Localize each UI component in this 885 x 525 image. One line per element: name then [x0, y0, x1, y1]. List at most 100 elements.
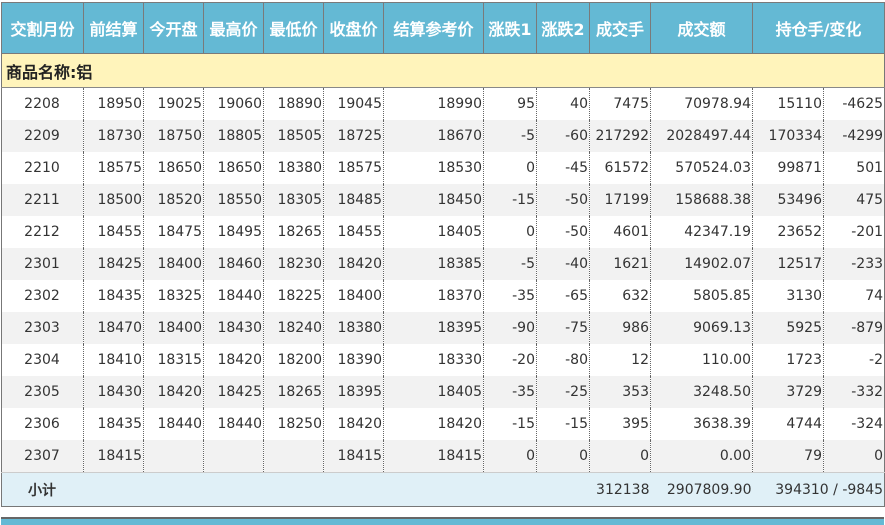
table-cell: 2209: [1, 120, 84, 152]
col-prev-settle: 前结算: [83, 2, 144, 54]
table-cell: 18400: [143, 248, 204, 280]
table-cell: 5925: [752, 312, 824, 344]
table-cell: 2307: [1, 440, 84, 473]
subtotal-label: 小计: [1, 472, 590, 507]
table-cell: 18430: [203, 312, 264, 344]
table-cell: 2211: [1, 184, 84, 216]
table-cell: 74: [822, 280, 885, 312]
table-cell: 18450: [383, 184, 484, 216]
table-cell: 3638.39: [650, 408, 753, 440]
table-cell: -25: [536, 376, 590, 408]
table-cell: 18400: [323, 280, 384, 312]
table-cell: 2028497.44: [650, 120, 753, 152]
table-cell: -65: [536, 280, 590, 312]
table-cell: 12517: [752, 248, 824, 280]
table-cell: 18575: [323, 152, 384, 184]
table-cell: 18250: [263, 408, 324, 440]
table-cell: 2210: [24, 160, 60, 176]
table-cell: 5805.85: [650, 280, 753, 312]
table-cell: 353: [589, 376, 651, 408]
table-cell: 18380: [323, 312, 384, 344]
table-cell: [203, 440, 264, 473]
table-row: 2210 18575 18650 18650 18380 18575 18530 0 -45 61…: [2, 152, 885, 184]
table-cell: 18410: [83, 344, 144, 376]
table-cell: 0: [536, 440, 590, 473]
group-label: 商品名称:铝: [1, 53, 885, 88]
table-cell: 18575: [83, 152, 144, 184]
table-cell: 0: [589, 440, 651, 473]
table-footer-bar: [1, 517, 884, 525]
table-cell: 18370: [383, 280, 484, 312]
table-cell: 18305: [263, 184, 324, 216]
col-settle-ref: 结算参考价: [383, 2, 484, 54]
table-cell: 18330: [383, 344, 484, 376]
table-cell: 18420: [203, 344, 264, 376]
table-cell: 18265: [263, 376, 324, 408]
col-high: 最高价: [203, 2, 264, 54]
table-cell: 18550: [203, 184, 264, 216]
table-cell: -80: [536, 344, 590, 376]
table-row: 2306 18435 18440 18440 18250 18420 18420 -15 -15…: [2, 408, 885, 440]
table-cell: 18460: [203, 248, 264, 280]
table-cell: [263, 440, 324, 473]
table-row: 2211 18500 18520 18550 18305 18485 18450 -15 -50…: [1, 184, 885, 216]
table-row: 2209 18730 18750 18805 18505 18725 18670 -5 -60 2…: [1, 120, 885, 152]
table-cell: -233: [822, 248, 885, 280]
table-cell: 18240: [263, 312, 324, 344]
table-row: 2303 18470 18400 18430 18240 18380 18395 -90 -75…: [1, 312, 885, 344]
table-cell: -201: [822, 216, 885, 248]
table-cell: 18415: [323, 440, 384, 473]
table-cell: 70978.94: [650, 87, 753, 120]
table-cell: -75: [536, 312, 590, 344]
table-cell: 3729: [752, 376, 824, 408]
table-cell: 18430: [83, 376, 144, 408]
table-cell: 4744: [752, 408, 824, 440]
table-cell: 3248.50: [650, 376, 753, 408]
table-cell: -35: [483, 280, 537, 312]
table-row: 2212 18455 18475 18495 18265 18455 18405 0 -50 46…: [2, 216, 885, 248]
table-cell: 53496: [752, 184, 824, 216]
table-cell: 18440: [203, 408, 264, 440]
table-cell: 18420: [143, 376, 204, 408]
table-cell: 18505: [263, 120, 324, 152]
col-low: 最低价: [263, 2, 324, 54]
col-open: 今开盘: [143, 2, 204, 54]
table-cell: -90: [483, 312, 537, 344]
table-cell: 2304: [24, 352, 60, 368]
col-open-interest: 持仓手/变化: [751, 2, 885, 54]
table-cell: 18455: [83, 216, 144, 248]
table-cell: -60: [536, 120, 590, 152]
table-cell: 0.00: [650, 440, 753, 473]
table-cell: 18420: [323, 408, 384, 440]
table-cell: 18500: [83, 184, 144, 216]
table-cell: -20: [483, 344, 537, 376]
table-cell: 7475: [589, 87, 651, 120]
table-cell: 18385: [383, 248, 484, 280]
table-cell: 3130: [752, 280, 824, 312]
col-change2: 涨跌2: [536, 2, 590, 54]
table-cell: 18495: [203, 216, 264, 248]
table-cell: 18420: [383, 408, 484, 440]
table-cell: 18380: [263, 152, 324, 184]
table-cell: 17199: [589, 184, 651, 216]
table-cell: 2301: [1, 248, 84, 280]
table-cell: 9069.13: [650, 312, 753, 344]
table-cell: 18395: [323, 376, 384, 408]
quotes-table: 交割月份 前结算 今开盘 最高价 最低价 收盘价 结算参考价 涨跌1 涨跌2 成…: [1, 2, 885, 507]
table-cell: 2302: [24, 288, 60, 304]
table-cell: 18805: [203, 120, 264, 152]
header-row: 交割月份 前结算 今开盘 最高价 最低价 收盘价 结算参考价 涨跌1 涨跌2 成…: [1, 2, 885, 54]
table-cell: -15: [483, 184, 537, 216]
table-cell: 2208: [24, 96, 60, 112]
table-cell: -40: [536, 248, 590, 280]
table-cell: 18390: [323, 344, 384, 376]
table-cell: 18440: [143, 408, 204, 440]
table-cell: 18415: [83, 440, 144, 473]
table-cell: 18520: [143, 184, 204, 216]
table-cell: -15: [536, 408, 590, 440]
table-cell: 18670: [383, 120, 484, 152]
table-cell: 395: [589, 408, 651, 440]
table-cell: -50: [536, 216, 590, 248]
table-cell: 18950: [83, 87, 144, 120]
table-cell: 0: [483, 440, 537, 473]
